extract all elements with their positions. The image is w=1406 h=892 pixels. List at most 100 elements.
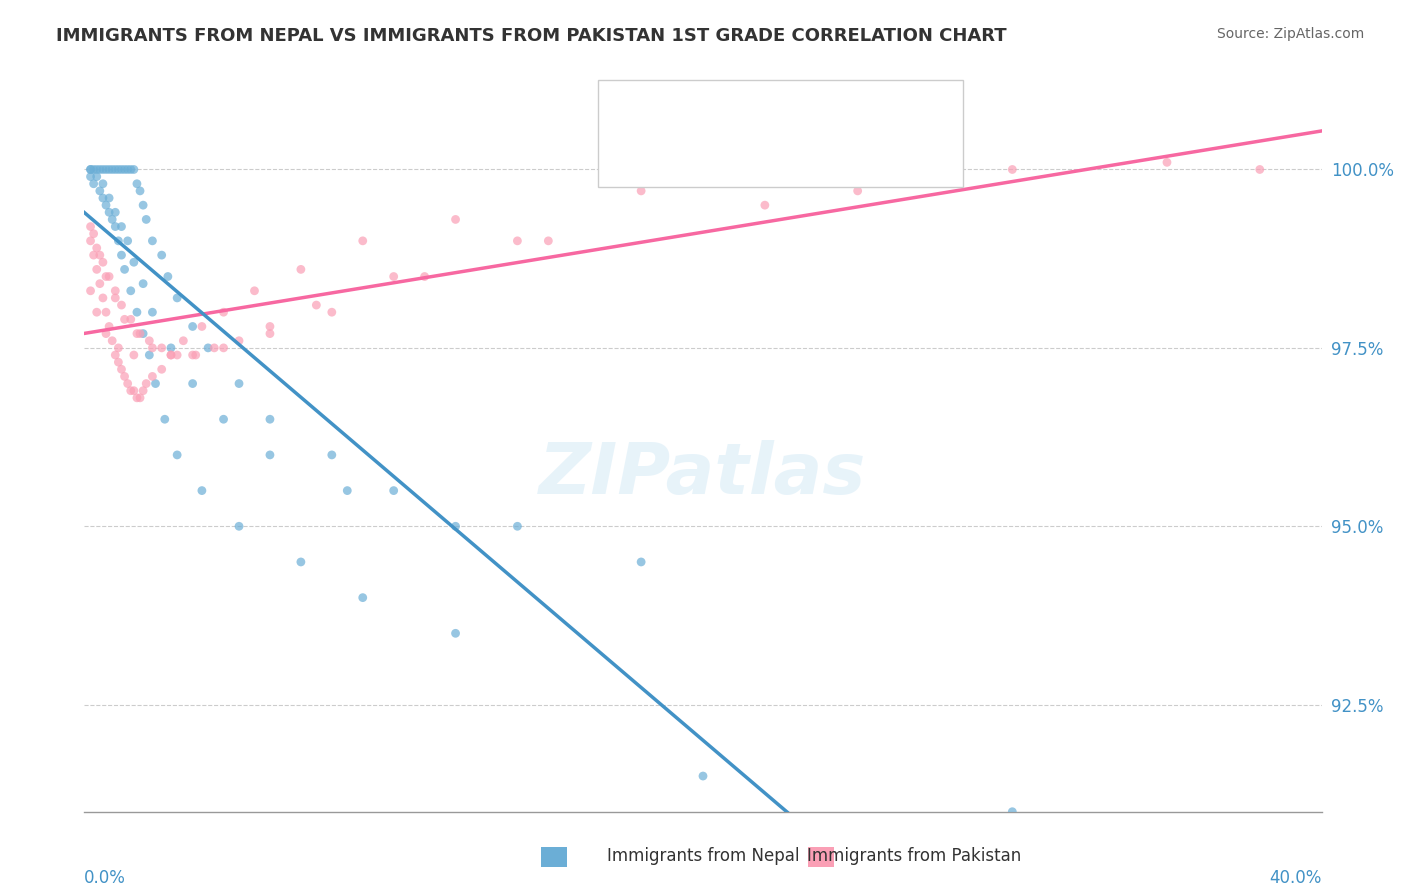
Point <box>537 234 560 248</box>
Point <box>86 262 108 277</box>
Point <box>120 312 142 326</box>
Point <box>98 162 121 177</box>
Point <box>259 319 281 334</box>
Point <box>150 341 173 355</box>
Point <box>321 305 343 319</box>
Point <box>79 234 101 248</box>
Point <box>166 348 188 362</box>
Point <box>86 305 108 319</box>
Point <box>444 519 467 533</box>
Point <box>94 269 117 284</box>
Point <box>79 284 101 298</box>
Point <box>101 162 124 177</box>
Point <box>259 326 281 341</box>
Point <box>172 334 194 348</box>
Point <box>89 248 111 262</box>
Point <box>104 291 127 305</box>
Point <box>104 284 127 298</box>
Text: Immigrants from Nepal: Immigrants from Nepal <box>607 847 799 865</box>
Point <box>191 319 214 334</box>
Point <box>107 355 129 369</box>
Point <box>104 219 127 234</box>
Point <box>259 412 281 426</box>
Point <box>506 519 529 533</box>
Point <box>382 269 405 284</box>
Point <box>91 177 114 191</box>
Point <box>141 369 163 384</box>
Point <box>132 277 155 291</box>
Text: ZIPatlas: ZIPatlas <box>540 440 866 509</box>
Point <box>125 391 148 405</box>
Point <box>754 198 776 212</box>
Point <box>94 305 117 319</box>
Point <box>107 341 129 355</box>
Point <box>160 341 183 355</box>
Point <box>212 305 235 319</box>
Point <box>104 348 127 362</box>
Point <box>98 191 121 205</box>
Point <box>138 348 160 362</box>
Point <box>117 376 139 391</box>
Point <box>86 241 108 255</box>
Point <box>91 162 114 177</box>
Point <box>98 319 121 334</box>
Point <box>336 483 359 498</box>
Point <box>160 348 183 362</box>
Point <box>89 277 111 291</box>
Point <box>197 341 219 355</box>
Point <box>107 162 129 177</box>
Point <box>305 298 328 312</box>
Point <box>83 162 105 177</box>
Point <box>117 234 139 248</box>
Point <box>444 212 467 227</box>
Point <box>86 169 108 184</box>
Point <box>79 219 101 234</box>
Point <box>129 391 152 405</box>
Point <box>91 191 114 205</box>
Point <box>91 255 114 269</box>
Point <box>259 448 281 462</box>
Point <box>630 555 652 569</box>
Point <box>122 348 145 362</box>
Point <box>184 348 207 362</box>
Text: IMMIGRANTS FROM NEPAL VS IMMIGRANTS FROM PAKISTAN 1ST GRADE CORRELATION CHART: IMMIGRANTS FROM NEPAL VS IMMIGRANTS FROM… <box>56 27 1007 45</box>
Text: Immigrants from Pakistan: Immigrants from Pakistan <box>807 847 1021 865</box>
Text: 0.0%: 0.0% <box>84 869 127 887</box>
Point <box>114 262 136 277</box>
Point <box>692 769 714 783</box>
Point <box>110 219 132 234</box>
Point <box>79 162 101 177</box>
Point <box>135 376 157 391</box>
Point <box>135 212 157 227</box>
Point <box>89 184 111 198</box>
Point <box>290 262 312 277</box>
Point <box>382 483 405 498</box>
Point <box>125 177 148 191</box>
Point <box>506 234 529 248</box>
Point <box>150 362 173 376</box>
Point <box>181 376 204 391</box>
Point <box>110 162 132 177</box>
Point <box>181 319 204 334</box>
Point <box>114 312 136 326</box>
Point <box>129 184 152 198</box>
Point <box>212 412 235 426</box>
Point <box>114 369 136 384</box>
Point <box>202 341 225 355</box>
Point <box>444 626 467 640</box>
Point <box>107 234 129 248</box>
Point <box>110 362 132 376</box>
Point <box>122 255 145 269</box>
Point <box>413 269 436 284</box>
Point <box>110 248 132 262</box>
Point <box>122 384 145 398</box>
Point <box>110 298 132 312</box>
Point <box>86 162 108 177</box>
Point <box>125 305 148 319</box>
Point <box>79 169 101 184</box>
Point <box>166 448 188 462</box>
Point <box>120 162 142 177</box>
Point <box>630 184 652 198</box>
Point <box>228 376 250 391</box>
Point <box>129 326 152 341</box>
